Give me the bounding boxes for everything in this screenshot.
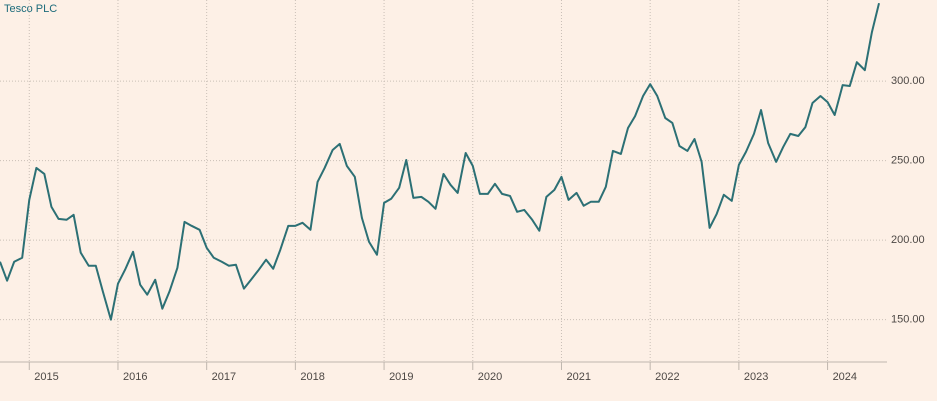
x-tick-label: 2023 — [744, 371, 768, 383]
x-tick-label: 2018 — [300, 371, 324, 383]
y-tick-label: 300.00 — [891, 75, 925, 87]
x-tick-label: 2015 — [34, 371, 58, 383]
x-tick-label: 2020 — [478, 371, 502, 383]
y-tick-label: 150.00 — [891, 314, 925, 326]
y-tick-label: 200.00 — [891, 234, 925, 246]
x-tick-label: 2022 — [655, 371, 679, 383]
x-tick-label: 2024 — [833, 371, 857, 383]
chart-title: Tesco PLC — [4, 3, 57, 15]
x-tick-label: 2019 — [389, 371, 413, 383]
x-tick-label: 2016 — [123, 371, 147, 383]
price-line — [0, 2, 880, 321]
y-tick-label: 250.00 — [891, 155, 925, 167]
x-tick-label: 2017 — [212, 371, 236, 383]
x-tick-label: 2021 — [566, 371, 590, 383]
